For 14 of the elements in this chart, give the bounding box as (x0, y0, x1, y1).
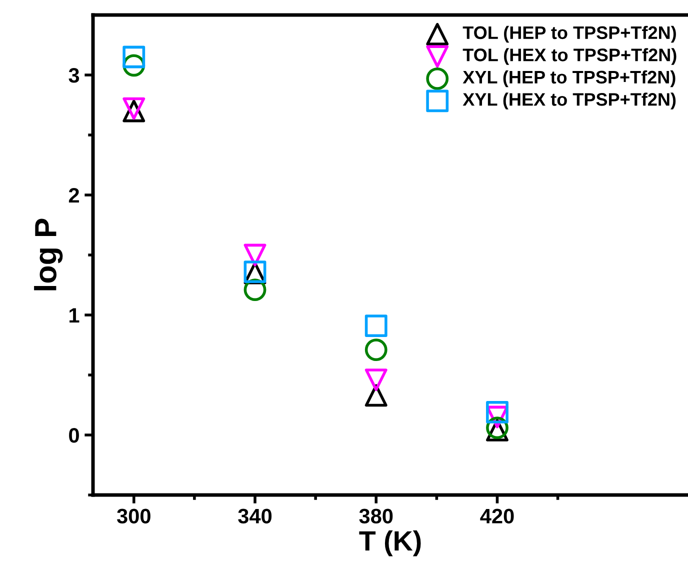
y-tick-label: 1 (70, 308, 80, 323)
x-tick-label: 420 (480, 508, 514, 524)
y-tick-label: 2 (68, 188, 79, 203)
x-tick-label: 300 (116, 508, 150, 524)
legend-label: TOL (HEP to TPSP+Tf2N) (462, 26, 676, 43)
x-tick-label: 380 (359, 508, 393, 524)
y-axis-title: log P (34, 218, 63, 290)
y-tick-label: 0 (69, 428, 79, 443)
y-tick-label: 3 (68, 68, 80, 83)
legend-label: XYL (HEP to TPSP+Tf2N) (462, 70, 676, 88)
x-tick-label: 340 (238, 508, 272, 524)
x-axis-title: T (K) (359, 530, 421, 556)
legend-label: TOL (HEX to TPSP+Tf2N) (462, 48, 676, 65)
legend-label: XYL (HEX to TPSP+Tf2N) (462, 92, 676, 110)
